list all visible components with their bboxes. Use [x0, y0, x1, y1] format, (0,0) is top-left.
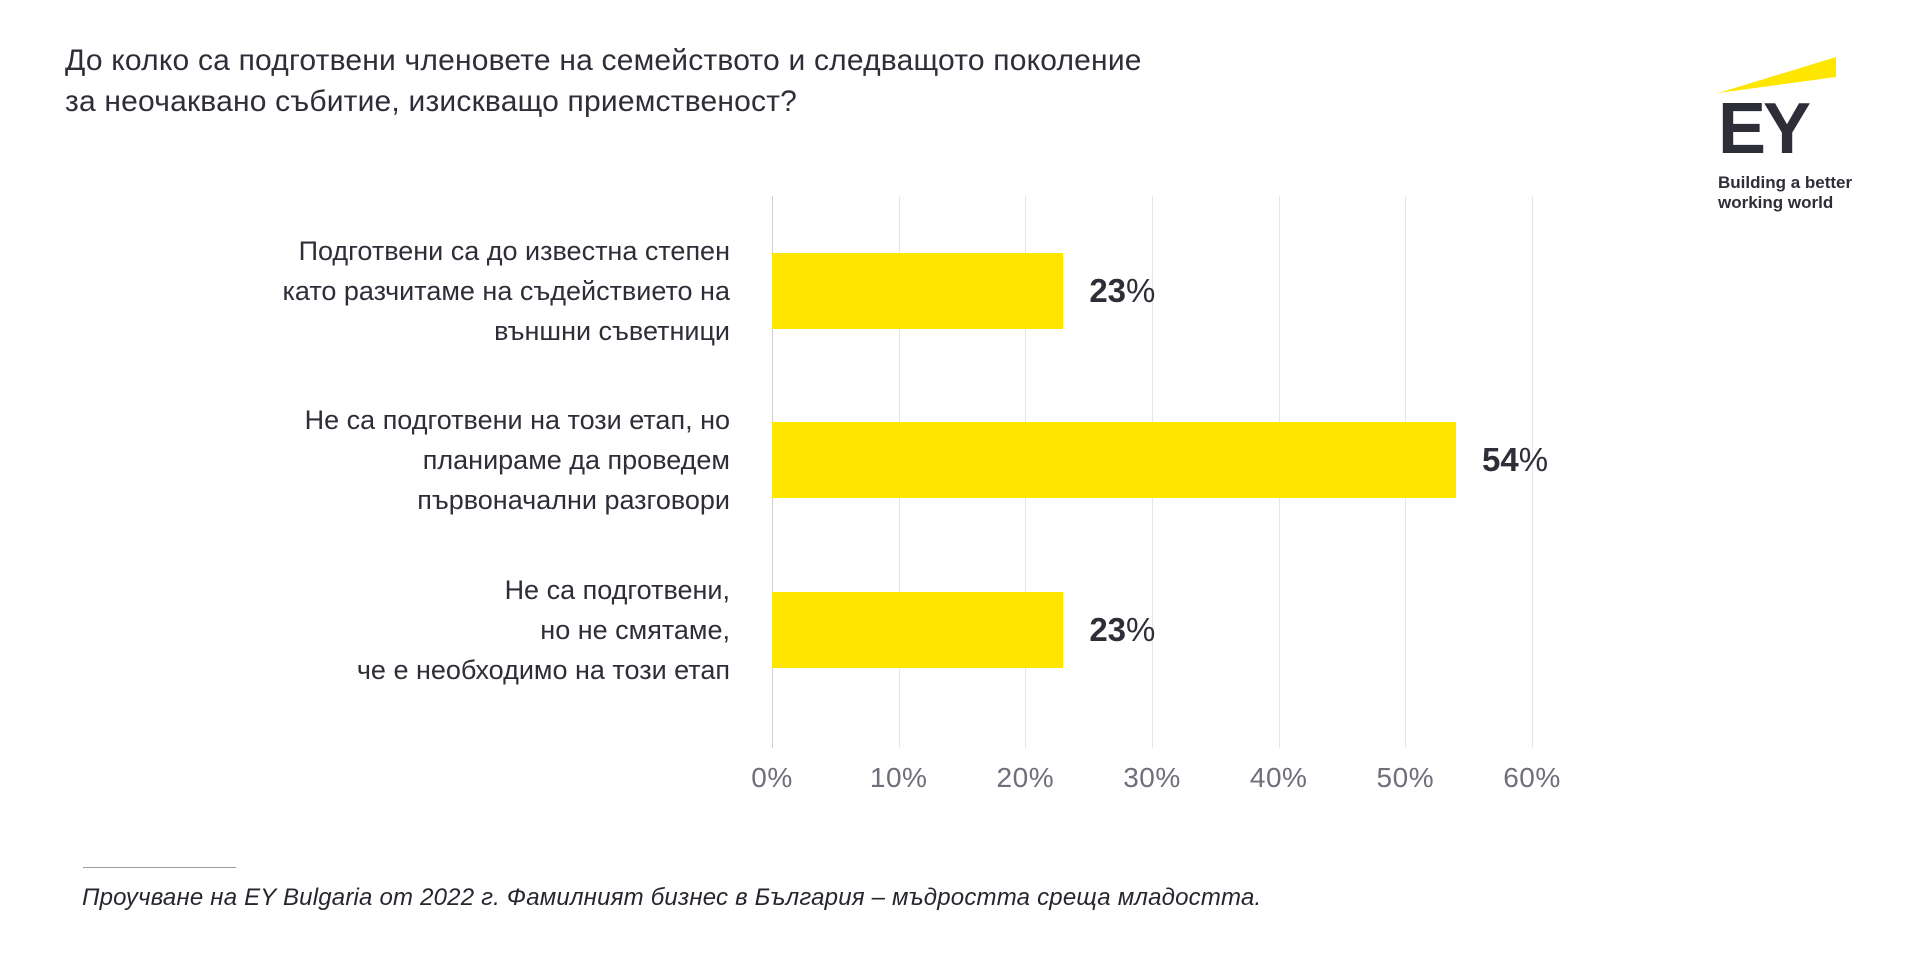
category-label-line: но не смятаме, — [540, 615, 730, 645]
value-label-number: 54 — [1482, 441, 1519, 478]
category-label: Не са подготвени, но не смятаме, че е необ… — [130, 570, 730, 690]
x-tick-label: 0% — [751, 762, 793, 793]
ey-tagline-line-2: working world — [1718, 193, 1834, 212]
category-label-line: планираме да проведем — [422, 445, 730, 475]
category-label-line: Подготвени са до известна степен — [298, 236, 730, 266]
ey-logo-text: EY — [1718, 89, 1811, 169]
ey-logo: EY Building a better working world — [1718, 55, 1868, 213]
category-label-line: Не са подготвени, — [504, 575, 730, 605]
page-title: До колко са подготвени членовете на семе… — [65, 40, 1142, 122]
value-label: 23% — [1089, 609, 1155, 651]
x-tick-label: 30% — [1123, 762, 1181, 793]
x-tick-label: 20% — [996, 762, 1055, 793]
footer-divider — [83, 867, 236, 868]
x-tick-label: 50% — [1376, 762, 1435, 793]
value-label-number: 23 — [1089, 611, 1127, 648]
category-label: Подготвени са до известна степен като раз… — [130, 231, 730, 351]
category-label-line: външни съветници — [494, 316, 730, 346]
category-label-line: първоначални разговори — [417, 485, 730, 515]
ey-tagline: Building a better working world — [1718, 173, 1868, 213]
value-label-percent-sign: % — [1126, 611, 1156, 648]
source-note: Проучване на EY Bulgaria от 2022 г. Фами… — [82, 884, 1262, 911]
bar — [772, 422, 1456, 498]
x-tick-label: 10% — [869, 762, 928, 793]
title-line-1: До колко са подготвени членовете на семе… — [65, 44, 1142, 77]
category-label-line: Не са подготвени на този етап, но — [304, 405, 730, 435]
value-label: 23% — [1089, 270, 1155, 312]
value-label-percent-sign: % — [1518, 441, 1549, 478]
value-label-number: 23 — [1089, 272, 1127, 309]
ey-beam-icon — [1718, 57, 1836, 93]
bar — [772, 253, 1064, 329]
value-label: 54% — [1482, 439, 1548, 481]
x-tick-label: 60% — [1503, 762, 1561, 793]
ey-tagline-line-1: Building a better — [1718, 173, 1853, 192]
category-label-line: че е необходимо на този етап — [356, 655, 730, 685]
gridline — [1532, 196, 1533, 748]
title-line-2: за неочаквано събитие, изискващо приемст… — [65, 85, 798, 118]
x-tick-label: 40% — [1249, 762, 1308, 793]
category-label: Не са подготвени на този етап, но планира… — [130, 400, 730, 520]
value-label-percent-sign: % — [1126, 272, 1156, 309]
category-label-line: като разчитаме на съдействието на — [282, 276, 730, 306]
bar — [772, 592, 1064, 668]
